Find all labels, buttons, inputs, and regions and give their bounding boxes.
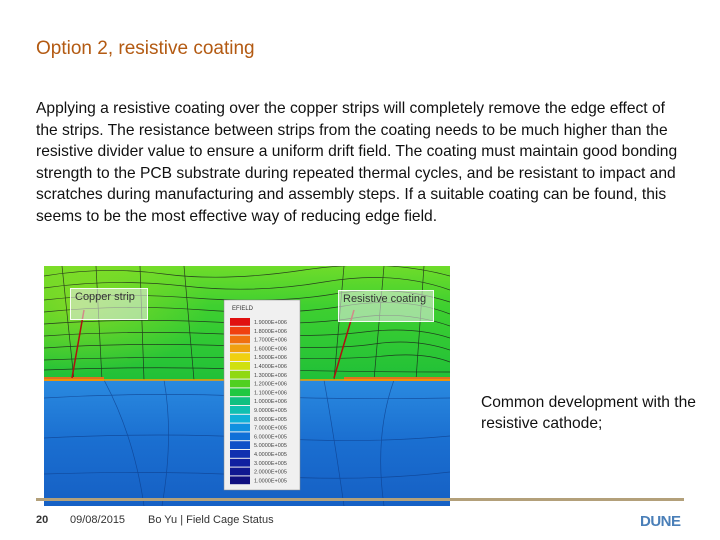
legend-swatch <box>230 397 250 405</box>
legend-swatch <box>230 326 250 335</box>
legend-swatch <box>230 458 250 467</box>
copper-pointer <box>71 309 85 379</box>
legend-swatch <box>230 379 250 388</box>
copper-strip-right <box>344 377 450 381</box>
copper-strip-left <box>44 377 104 381</box>
legend-swatch <box>230 362 250 370</box>
legend-swatch <box>230 388 250 397</box>
legend-value-label: 1.2000E+006 <box>254 382 287 388</box>
slide-body-text: Applying a resistive coating over the co… <box>36 100 678 225</box>
legend-value-label: 1.3000E+006 <box>254 373 287 379</box>
legend-value-label: 1.5000E+006 <box>254 355 287 361</box>
legend-value-label: 1.7000E+006 <box>254 338 287 344</box>
dune-logo: DUNE <box>640 513 681 530</box>
legend-swatch <box>230 414 250 423</box>
legend-value-label: 1.9000E+006 <box>254 320 287 326</box>
legend-swatch <box>230 353 250 361</box>
legend-value-label: 1.6000E+006 <box>254 346 287 352</box>
legend-swatch <box>230 344 250 353</box>
footer-author-topic: Bo Yu | Field Cage Status <box>148 514 274 526</box>
legend-value-label: 4.0000E+005 <box>254 452 287 458</box>
legend-value-label: 1.0000E+005 <box>254 478 287 484</box>
legend-value-label: 6.0000E+005 <box>254 434 287 440</box>
legend-value-label: 7.0000E+005 <box>254 426 287 432</box>
legend-swatch <box>230 432 250 441</box>
legend-swatch <box>230 335 250 344</box>
legend-value-label: 5.0000E+005 <box>254 443 287 449</box>
legend-swatch <box>230 423 250 432</box>
legend-value-label: 9.0000E+005 <box>254 408 287 414</box>
legend-swatch <box>230 450 250 458</box>
legend-value-label: 1.0000E+006 <box>254 399 287 405</box>
legend-value-label: 1.1000E+006 <box>254 390 287 396</box>
copper-strip-callout: Copper strip <box>70 288 148 320</box>
legend-swatch <box>230 467 250 476</box>
slide-title: Option 2, resistive coating <box>36 38 255 59</box>
footer-date: 09/08/2015 <box>70 514 126 526</box>
legend-value-label: 1.8000E+006 <box>254 329 287 335</box>
legend-swatch <box>230 318 250 326</box>
legend-swatch <box>230 476 250 485</box>
legend-swatch <box>230 406 250 414</box>
side-note: Common development with the resistive ca… <box>481 394 696 432</box>
legend-swatch <box>230 441 250 449</box>
footer-page-number: 20 <box>36 514 49 526</box>
legend-value-label: 1.4000E+006 <box>254 364 287 370</box>
legend-value-label: 8.0000E+005 <box>254 417 287 423</box>
resistive-coating-callout: Resistive coating <box>338 290 434 322</box>
legend-swatch <box>230 370 250 379</box>
legend-value-label: 2.0000E+005 <box>254 470 287 476</box>
footer-rule <box>36 498 684 501</box>
dune-logo-text: DUNE <box>640 513 681 530</box>
legend-swatches: 1.9000E+006 1.8000E+006 1.7000E+006 1.6000E… <box>230 318 287 484</box>
legend-value-label: 3.0000E+005 <box>254 461 287 467</box>
legend-header: EFIELD <box>232 306 254 312</box>
